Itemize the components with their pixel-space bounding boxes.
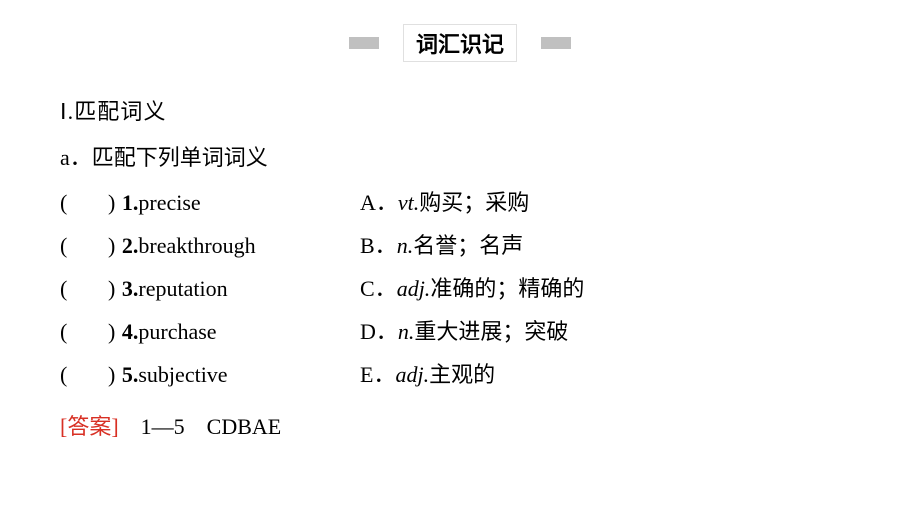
item-num: 5. — [122, 358, 139, 391]
opt-letter: E． — [360, 362, 395, 387]
match-row: ()5.subjective E．adj.主观的 — [60, 358, 860, 391]
item-word: breakthrough — [138, 229, 255, 262]
paren-close: ) — [108, 358, 122, 391]
right-cell: D．n.重大进展；突破 — [360, 315, 860, 348]
opt-pos: n. — [397, 233, 414, 258]
opt-pos: adj. — [397, 276, 431, 301]
opt-def: 名誉；名声 — [413, 233, 523, 258]
paren-space — [74, 272, 108, 305]
opt-letter: B． — [360, 233, 397, 258]
left-cell: ()2.breakthrough — [60, 229, 360, 262]
paren-open: ( — [60, 315, 74, 348]
answer-value: CDBAE — [207, 414, 282, 439]
item-word: precise — [138, 186, 200, 219]
section-title: Ⅰ.匹配词义 — [60, 94, 860, 126]
match-row: ()4.purchase D．n.重大进展；突破 — [60, 315, 860, 348]
section-numeral: Ⅰ — [60, 99, 68, 124]
opt-pos: adj. — [395, 362, 429, 387]
right-cell: E．adj.主观的 — [360, 358, 860, 391]
item-word: subjective — [138, 358, 227, 391]
item-word: reputation — [138, 272, 227, 305]
paren-space — [74, 229, 108, 262]
answer-line: [答案] 1—5 CDBAE — [60, 409, 860, 441]
answer-range: 1—5 — [141, 414, 185, 439]
opt-pos: n. — [398, 319, 415, 344]
opt-def: 准确的；精确的 — [430, 276, 584, 301]
opt-def: 重大进展；突破 — [414, 319, 568, 344]
paren-close: ) — [108, 186, 122, 219]
right-cell: C．adj.准确的；精确的 — [360, 272, 860, 305]
opt-pos: vt. — [398, 190, 419, 215]
item-num: 1. — [122, 186, 139, 219]
header-box: 词汇识记 — [379, 20, 541, 66]
paren-space — [74, 358, 108, 391]
left-cell: ()3.reputation — [60, 272, 360, 305]
opt-def: 主观的 — [429, 362, 495, 387]
left-cell: ()4.purchase — [60, 315, 360, 348]
paren-close: ) — [108, 315, 122, 348]
right-cell: B．n.名誉；名声 — [360, 229, 860, 262]
match-row: ()1.precise A．vt.购买；采购 — [60, 186, 860, 219]
answer-spacer — [190, 414, 201, 439]
paren-space — [74, 186, 108, 219]
header-title: 词汇识记 — [403, 24, 517, 62]
match-row: ()3.reputation C．adj.准确的；精确的 — [60, 272, 860, 305]
item-num: 3. — [122, 272, 139, 305]
left-cell: ()1.precise — [60, 186, 360, 219]
paren-close: ) — [108, 229, 122, 262]
content-area: Ⅰ.匹配词义 a．匹配下列单词词义 ()1.precise A．vt.购买；采购… — [0, 66, 920, 441]
paren-space — [74, 315, 108, 348]
header-area: 词汇识记 — [0, 0, 920, 66]
right-cell: A．vt.购买；采购 — [360, 186, 860, 219]
item-num: 2. — [122, 229, 139, 262]
subsection-label: a．匹配下列单词词义 — [60, 140, 860, 172]
paren-open: ( — [60, 272, 74, 305]
item-num: 4. — [122, 315, 139, 348]
left-cell: ()5.subjective — [60, 358, 360, 391]
answer-spacer — [124, 414, 135, 439]
answer-label: [答案] — [60, 414, 119, 439]
opt-letter: D． — [360, 319, 398, 344]
opt-letter: C． — [360, 276, 397, 301]
paren-open: ( — [60, 358, 74, 391]
item-word: purchase — [138, 315, 216, 348]
paren-close: ) — [108, 272, 122, 305]
paren-open: ( — [60, 229, 74, 262]
opt-letter: A． — [360, 190, 398, 215]
match-row: ()2.breakthrough B．n.名誉；名声 — [60, 229, 860, 262]
paren-open: ( — [60, 186, 74, 219]
opt-def: 购买；采购 — [419, 190, 529, 215]
section-title-text: .匹配词义 — [68, 99, 167, 124]
